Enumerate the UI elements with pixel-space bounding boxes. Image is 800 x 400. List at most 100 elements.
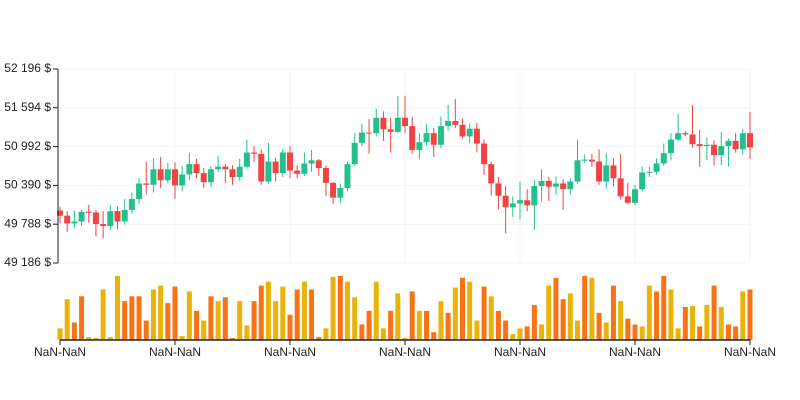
candle-body	[445, 120, 452, 127]
x-tick-label: NaN-NaN	[724, 345, 776, 359]
candle-body	[646, 171, 653, 173]
candle-body	[222, 166, 229, 170]
candle-body	[229, 169, 236, 178]
candle-body	[351, 142, 358, 165]
volume-bar	[122, 301, 128, 340]
volume-bar	[682, 306, 688, 340]
candle-body	[265, 161, 272, 182]
candle-body	[272, 161, 279, 174]
volume-bar	[337, 275, 343, 340]
volume-bar	[316, 337, 322, 340]
candle-body	[653, 163, 660, 172]
candle-body	[186, 164, 193, 175]
volume-bar	[186, 291, 192, 340]
volume-bar	[531, 305, 537, 340]
volume-bar	[158, 285, 164, 340]
volume-bar	[373, 281, 379, 340]
volume-bar	[589, 277, 595, 340]
volume-bar	[431, 332, 437, 340]
volume-bar	[582, 275, 588, 340]
candle-body	[100, 224, 107, 227]
candle-body	[92, 212, 99, 225]
volume-bar	[460, 277, 465, 340]
volume-bar	[747, 289, 753, 340]
candle-body	[459, 124, 466, 137]
candle-body	[107, 211, 114, 227]
volume-bar	[625, 318, 631, 340]
volume-bar	[100, 289, 106, 340]
candle-body	[732, 140, 739, 150]
volume-bar	[452, 287, 458, 340]
candle-body	[617, 178, 624, 197]
volume-bar	[618, 301, 624, 340]
y-tick-label: 51 594 $	[4, 100, 51, 114]
volume-bar	[603, 322, 609, 340]
y-tick-label: 49 186 $	[4, 255, 51, 269]
candle-body	[358, 132, 365, 143]
candle-body	[136, 183, 143, 199]
volume-bar	[201, 320, 207, 340]
volume-bar	[646, 285, 652, 340]
y-tick-label: 49 788 $	[4, 216, 51, 230]
candle-body	[739, 133, 746, 150]
candle-body	[711, 144, 718, 156]
volume-bar	[143, 320, 149, 340]
volume-bar	[632, 324, 638, 340]
volume-bar	[165, 303, 171, 340]
candle-body	[718, 146, 725, 156]
volume-bar	[330, 276, 336, 340]
volume-bar	[718, 306, 724, 340]
candle-body	[660, 153, 667, 164]
candle-body	[524, 200, 531, 206]
candle-body	[258, 153, 265, 182]
volume-bar	[711, 285, 717, 340]
volume-bar	[424, 310, 430, 340]
candle-body	[696, 144, 703, 147]
candle-body	[574, 160, 581, 182]
volume-bar	[553, 277, 559, 340]
candle-body	[481, 143, 488, 165]
candle-body	[581, 159, 588, 161]
candle-body	[150, 169, 157, 185]
volume-bar	[258, 285, 264, 340]
volume-bar	[560, 299, 566, 340]
candle-body	[560, 183, 567, 190]
candle-body	[610, 165, 617, 179]
candle-body	[423, 133, 430, 143]
volume-bar	[359, 324, 365, 340]
volume-bar	[725, 324, 731, 340]
candle-body	[747, 133, 753, 148]
volume-bar	[596, 312, 602, 340]
candle-body	[179, 174, 186, 186]
volume-bar	[150, 289, 156, 340]
volume-bar	[503, 320, 509, 340]
candle-body	[64, 215, 71, 224]
volume-bar	[280, 286, 286, 340]
volume-bar	[57, 328, 63, 340]
volume-bar	[488, 296, 494, 340]
volume-bar	[445, 312, 451, 340]
candle-body	[682, 133, 689, 135]
volume-bar	[265, 281, 271, 340]
candle-body	[78, 211, 85, 222]
volume-bar	[115, 275, 120, 340]
candle-body	[545, 180, 552, 187]
volume-bar	[402, 338, 408, 340]
candle-body	[164, 169, 171, 181]
volume-bar	[345, 281, 350, 340]
candle-body	[380, 117, 387, 130]
volume-bar	[481, 286, 487, 340]
candle-body	[193, 164, 200, 174]
candle-body	[502, 195, 509, 208]
candle-body	[517, 200, 523, 204]
volume-bar	[510, 334, 516, 340]
volume-bar	[474, 320, 480, 340]
volume-bar	[395, 293, 401, 340]
volume-bar	[517, 328, 523, 340]
candle-body	[172, 169, 178, 186]
candle-body	[279, 152, 286, 174]
volume-bar	[409, 291, 415, 340]
candle-body	[632, 189, 638, 203]
candle-body	[114, 211, 121, 222]
